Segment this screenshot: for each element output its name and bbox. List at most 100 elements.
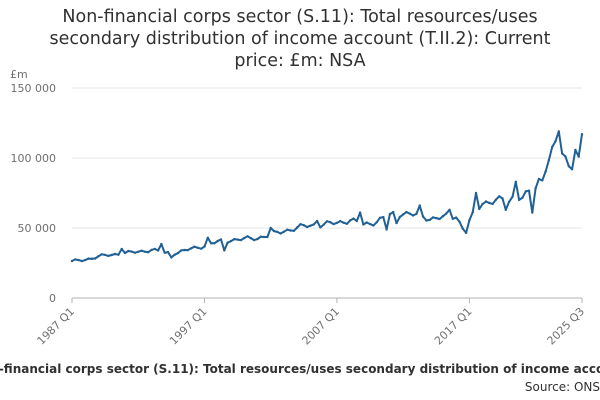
data-point (362, 223, 365, 226)
data-point (243, 236, 246, 240)
data-point (435, 216, 438, 220)
data-point (458, 220, 461, 223)
data-point (431, 216, 435, 219)
data-point (286, 228, 289, 231)
data-point (252, 238, 256, 242)
data-point (418, 204, 421, 207)
data-point (319, 226, 322, 229)
x-tick-label: 1987 Q1 (35, 305, 78, 348)
data-point (183, 248, 186, 252)
data-point (451, 217, 454, 220)
data-point (113, 252, 117, 256)
data-point (564, 155, 567, 158)
data-point (375, 221, 378, 224)
data-point (408, 212, 411, 215)
data-point (488, 201, 491, 205)
data-point (448, 208, 451, 211)
footer-caption: Non-financial corps sector (S.11): Total… (0, 362, 600, 380)
data-point (74, 258, 77, 261)
data-point (120, 247, 123, 251)
data-point (501, 197, 504, 200)
data-point (269, 226, 272, 230)
data-point (342, 221, 345, 224)
footer-caption-text: Non-financial corps sector (S.11): Total… (0, 362, 600, 376)
data-point (405, 210, 408, 214)
data-point (372, 224, 375, 227)
data-point (580, 133, 584, 136)
data-point (325, 220, 329, 223)
data-point (84, 258, 87, 262)
data-point (541, 179, 544, 182)
data-point (368, 222, 372, 226)
data-point (570, 168, 574, 171)
data-point (229, 239, 233, 243)
data-point (478, 207, 481, 211)
x-tick-label: 2017 Q1 (432, 305, 475, 348)
data-point (262, 235, 266, 239)
data-point (180, 249, 183, 252)
data-point (77, 258, 80, 262)
data-point (352, 217, 355, 220)
data-point (464, 231, 468, 235)
data-point (190, 247, 193, 250)
source-label: Source: ONS (524, 380, 600, 394)
data-point (276, 230, 279, 234)
data-point (395, 221, 398, 225)
data-point (560, 152, 564, 155)
data-point (498, 195, 501, 198)
data-point (567, 165, 570, 168)
data-point (511, 195, 514, 198)
data-point (97, 255, 100, 258)
data-point (90, 257, 94, 260)
data-point (494, 198, 498, 201)
data-point (421, 215, 425, 218)
data-point (153, 247, 156, 251)
data-point (547, 158, 551, 162)
y-tick-label: 100 000 (11, 152, 57, 165)
data-point (143, 250, 147, 253)
series-line (71, 130, 583, 263)
data-point (249, 236, 252, 240)
data-point (213, 242, 216, 245)
data-point (398, 215, 402, 219)
data-point (100, 253, 104, 256)
data-point (80, 259, 84, 263)
data-point (170, 256, 173, 259)
data-point (355, 219, 358, 223)
data-point (107, 254, 110, 258)
data-point (216, 239, 219, 243)
data-point (259, 235, 262, 238)
data-point (428, 218, 431, 222)
data-point (236, 238, 239, 241)
data-point (127, 249, 130, 253)
data-point (309, 224, 312, 227)
data-point (117, 253, 120, 256)
data-point (209, 242, 213, 245)
data-point (461, 227, 464, 230)
data-point (133, 251, 137, 254)
data-point (415, 212, 418, 216)
data-point (266, 235, 269, 239)
x-tick-label: 1997 Q1 (167, 305, 210, 348)
data-point (315, 219, 319, 223)
data-point (455, 216, 458, 219)
data-point (239, 238, 243, 242)
data-point (378, 216, 382, 219)
data-point (70, 259, 74, 263)
data-point (140, 249, 143, 252)
data-point (481, 202, 484, 206)
data-point (256, 237, 259, 241)
data-point (527, 189, 531, 192)
data-point (474, 191, 478, 195)
data-point (574, 148, 577, 152)
data-point (272, 229, 276, 233)
x-tick-label: 2007 Q1 (300, 305, 343, 348)
y-tick-label: 0 (49, 292, 56, 305)
data-point (176, 251, 180, 255)
data-point (551, 145, 554, 149)
data-point (223, 249, 226, 252)
data-point (312, 223, 315, 226)
data-point (219, 238, 223, 241)
data-point (339, 219, 342, 223)
